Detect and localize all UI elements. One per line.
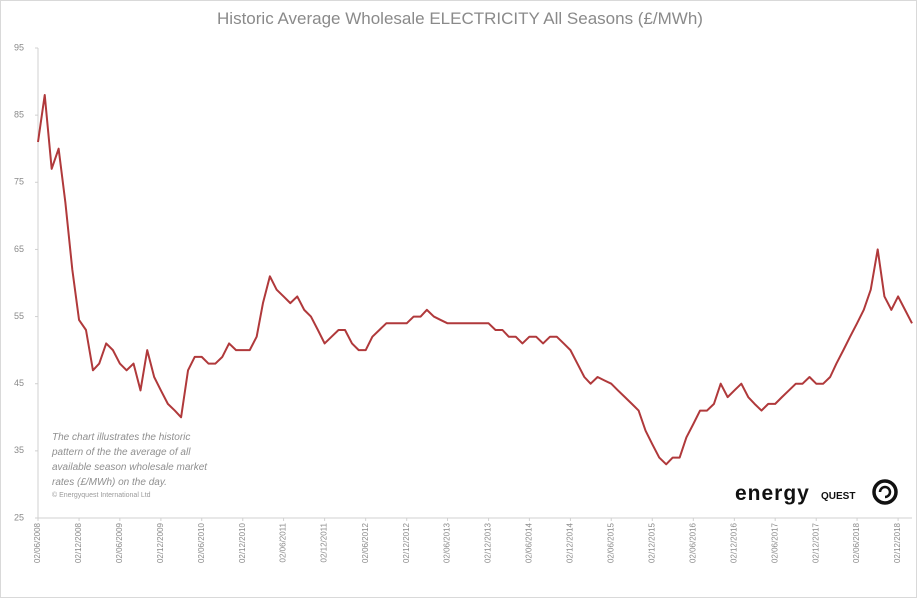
x-tick-label: 02/12/2016 bbox=[729, 522, 738, 563]
x-tick-label: 02/06/2011 bbox=[279, 522, 288, 562]
logo-accent: QUEST bbox=[821, 491, 855, 502]
x-tick-label: 02/12/2009 bbox=[156, 522, 165, 563]
x-tick-label: 02/06/2010 bbox=[197, 522, 206, 563]
y-tick-label: 95 bbox=[14, 42, 24, 52]
note-line: pattern of the the average of all bbox=[51, 447, 191, 458]
x-tick-label: 02/06/2012 bbox=[361, 522, 370, 563]
x-tick-label: 02/06/2017 bbox=[770, 522, 779, 563]
chart-title: Historic Average Wholesale ELECTRICITY A… bbox=[217, 9, 703, 28]
logo-icon bbox=[878, 485, 892, 499]
x-tick-label: 02/06/2008 bbox=[33, 522, 42, 563]
x-tick-label: 02/06/2018 bbox=[852, 522, 861, 563]
x-tick-label: 02/06/2015 bbox=[606, 522, 615, 563]
x-tick-label: 02/06/2013 bbox=[443, 522, 452, 563]
x-tick-label: 02/12/2015 bbox=[647, 522, 656, 563]
logo-main: energy bbox=[735, 482, 810, 505]
x-tick-label: 02/12/2010 bbox=[238, 522, 247, 563]
y-tick-label: 65 bbox=[14, 244, 24, 254]
logo-icon bbox=[872, 479, 898, 505]
copyright: © Energyquest International Ltd bbox=[52, 491, 151, 499]
y-tick-label: 25 bbox=[14, 512, 24, 522]
y-tick-label: 75 bbox=[14, 177, 24, 187]
x-tick-label: 02/12/2014 bbox=[566, 522, 575, 563]
x-tick-label: 02/12/2012 bbox=[402, 522, 411, 563]
y-tick-label: 55 bbox=[14, 311, 24, 321]
x-tick-label: 02/12/2018 bbox=[893, 522, 902, 563]
x-tick-label: 02/06/2009 bbox=[115, 522, 124, 563]
y-tick-label: 85 bbox=[14, 110, 24, 120]
note-line: rates (£/MWh) on the day. bbox=[52, 477, 167, 488]
note-line: The chart illustrates the historic bbox=[52, 432, 190, 443]
logo: energy QUEST bbox=[735, 479, 898, 505]
annotation: The chart illustrates the historic patte… bbox=[51, 432, 208, 499]
y-tick-label: 45 bbox=[14, 378, 24, 388]
x-tick-label: 02/12/2013 bbox=[484, 522, 493, 563]
note-line: available season wholesale market bbox=[52, 462, 208, 473]
data-line bbox=[37, 94, 913, 466]
x-tick-label: 02/12/2011 bbox=[320, 522, 329, 562]
x-tick-label: 02/06/2016 bbox=[688, 522, 697, 563]
x-tick-label: 02/06/2014 bbox=[524, 522, 533, 563]
x-tick-label: 02/12/2008 bbox=[74, 522, 83, 563]
x-tick-label: 02/12/2017 bbox=[811, 522, 820, 563]
y-tick-label: 35 bbox=[14, 445, 24, 455]
